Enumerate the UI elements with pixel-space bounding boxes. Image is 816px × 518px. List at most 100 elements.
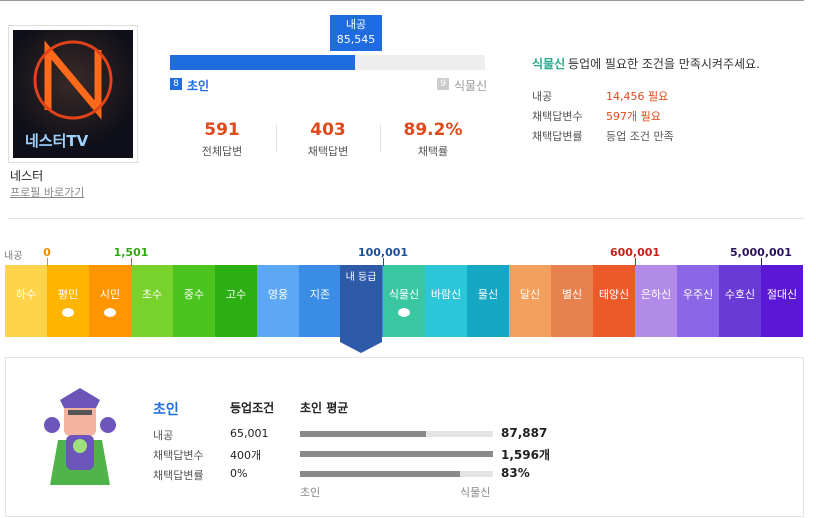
req-value: 등업 조건 만족 <box>606 130 674 143</box>
avatar-image: 네스터TV <box>13 30 133 158</box>
grade-name: 식물신 <box>388 288 420 301</box>
grade-cell: 우주신 <box>677 265 719 337</box>
grade-cell: 태양신 <box>593 265 635 337</box>
grade-cell: 절대신 <box>761 265 803 337</box>
stat-value: 403 <box>310 120 346 140</box>
grade-name: 절대신 <box>766 288 798 301</box>
grade-cell: 시민 <box>89 265 131 337</box>
my-grade-label: 내 등급 <box>345 272 377 283</box>
req-text: 등업에 필요한 조건을 만족시켜주세요. <box>568 57 760 71</box>
stat-label: 채택답변 <box>307 145 349 158</box>
row-bar-fill <box>300 471 460 477</box>
my-grade-box <box>340 265 382 337</box>
grade-cell: 수호신 <box>719 265 761 337</box>
tooltip: 내공 85,545 <box>330 15 382 51</box>
grade-name: 우주신 <box>682 288 714 301</box>
grade-name: 물신 <box>477 288 499 301</box>
stat-value: 591 <box>204 120 240 140</box>
grade-cell: 물신 <box>467 265 509 337</box>
grade-cell: 달신 <box>509 265 551 337</box>
grade-cell: 하수 <box>5 265 47 337</box>
grade-name: 초수 <box>141 288 163 301</box>
grade-name: 달신 <box>519 288 541 301</box>
row-bar <box>300 431 493 437</box>
bar-start: 초인 <box>300 486 321 499</box>
marker-line <box>383 258 384 266</box>
detail-header: 등업조건 <box>230 401 275 415</box>
req-label: 채택답변수 <box>532 110 583 123</box>
character <box>44 388 116 485</box>
grade-name: 태양신 <box>598 288 630 301</box>
separator <box>276 124 277 152</box>
my-grade-arrow <box>340 336 382 353</box>
progress-fill <box>170 55 355 70</box>
badge-icon <box>104 308 116 317</box>
grade-cell: 초수 <box>131 265 173 337</box>
current-grade: 초인 <box>187 79 210 93</box>
level-badge: 8 <box>170 78 182 90</box>
grade-name: 바람신 <box>430 288 462 301</box>
logo <box>33 40 113 120</box>
marker-label: 600,001 <box>609 246 661 259</box>
marker-label: 5,000,001 <box>730 246 792 259</box>
avatar-text: 네스터TV <box>25 132 89 150</box>
badge-icon <box>398 308 410 317</box>
req-label: 채택답변률 <box>532 130 583 143</box>
req-value: 597개 필요 <box>606 110 661 123</box>
marker-label: 100,001 <box>357 246 409 259</box>
row-label: 채택답변수 <box>153 449 204 462</box>
grade-name: 중수 <box>183 288 205 301</box>
row-label: 내공 <box>153 429 174 442</box>
grade-name: 수호신 <box>724 288 756 301</box>
grade-cell: 바람신 <box>425 265 467 337</box>
divider <box>8 218 804 219</box>
profile-name: 네스터 <box>10 169 44 183</box>
grade-name: 지존 <box>309 288 331 301</box>
marker-label: 0 <box>43 246 51 259</box>
next-level-badge: 9 <box>437 78 449 90</box>
grade-cell: 지존 <box>299 265 341 337</box>
grade-cell: 고수 <box>215 265 257 337</box>
detail-header: 초인 평균 <box>300 401 349 415</box>
separator <box>380 124 381 152</box>
row-bar <box>300 471 493 477</box>
marker-line <box>761 258 762 266</box>
grade-name: 시민 <box>99 288 121 301</box>
detail-panel <box>5 357 804 517</box>
grade-name: 영웅 <box>267 288 289 301</box>
req-label: 내공 <box>532 90 553 103</box>
scale-axis-label: 내공 <box>4 251 23 262</box>
grade-name: 평민 <box>57 288 79 301</box>
stat-label: 채택률 <box>417 145 449 158</box>
grade-cell: 은하신 <box>635 265 677 337</box>
tooltip-value: 85,545 <box>336 33 376 46</box>
grade-cell: 영웅 <box>257 265 299 337</box>
row-label: 채택답변률 <box>153 469 204 482</box>
grade-name: 고수 <box>225 288 247 301</box>
marker-line <box>47 258 48 266</box>
avatar: 네스터TV <box>8 25 138 163</box>
stat-value: 89.2% <box>403 120 463 140</box>
grade-name: 은하신 <box>640 288 672 301</box>
grade-cell: 별신 <box>551 265 593 337</box>
marker-line <box>131 258 132 266</box>
divider <box>0 0 804 1</box>
grade-cell: 평민 <box>47 265 89 337</box>
grade-name: 하수 <box>15 288 37 301</box>
row-requirement: 0% <box>230 467 248 480</box>
bar-end: 식물신 <box>460 486 491 499</box>
profile-link[interactable]: 프로필 바로가기 <box>10 186 85 199</box>
detail-grade: 초인 <box>153 402 179 418</box>
grade-cell: 식물신 <box>383 265 425 337</box>
next-grade: 식물신 <box>454 79 488 93</box>
progress-track <box>170 55 485 70</box>
row-average: 1,596개 <box>501 448 550 462</box>
row-requirement: 65,001 <box>230 427 269 440</box>
req-value: 14,456 필요 <box>606 90 669 103</box>
row-average: 83% <box>501 466 530 480</box>
row-requirement: 400개 <box>230 449 262 462</box>
grade-cell: 중수 <box>173 265 215 337</box>
req-highlight: 식물신 <box>532 57 566 71</box>
marker-label: 1,501 <box>113 246 149 259</box>
